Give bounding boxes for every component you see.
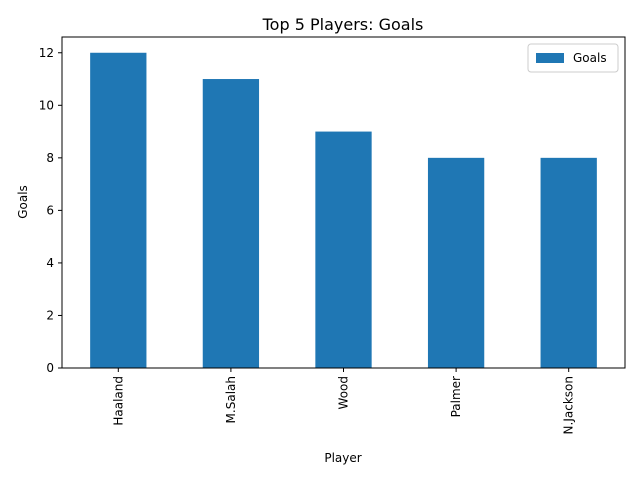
legend: Goals (527, 43, 619, 73)
y-tick-label: 0 (46, 361, 54, 375)
y-tick-label: 8 (46, 151, 54, 165)
x-tick-label: N.Jackson (562, 376, 576, 434)
legend-frame (527, 43, 619, 73)
x-tick-label: Haaland (111, 376, 125, 426)
legend-swatch (536, 53, 564, 63)
y-tick-label: 4 (46, 256, 54, 270)
x-tick-label: Palmer (449, 376, 463, 417)
y-tick-label: 10 (39, 98, 54, 112)
y-tick-label: 12 (39, 46, 54, 60)
bar-n-jackson (540, 157, 597, 368)
x-axis-ticks: Haaland M.Salah Wood Palmer N.Jackson (111, 368, 576, 434)
y-axis-ticks: 0 2 4 6 8 10 12 (39, 46, 62, 375)
bar-palmer (427, 157, 485, 368)
plot-frame (61, 36, 626, 369)
y-tick-label: 6 (46, 203, 54, 217)
chart-title: Top 5 Players: Goals (262, 15, 424, 34)
legend-label: Goals (573, 51, 607, 65)
bars-group (90, 52, 597, 368)
x-tick-label: M.Salah (224, 376, 238, 423)
y-tick-label: 2 (46, 308, 54, 322)
bar-m-salah (202, 79, 260, 368)
y-axis-label: Goals (16, 185, 30, 219)
x-axis-label: Player (324, 451, 361, 465)
bar-haaland (90, 52, 147, 368)
x-tick-label: Wood (337, 376, 351, 409)
bar-wood (315, 131, 372, 368)
